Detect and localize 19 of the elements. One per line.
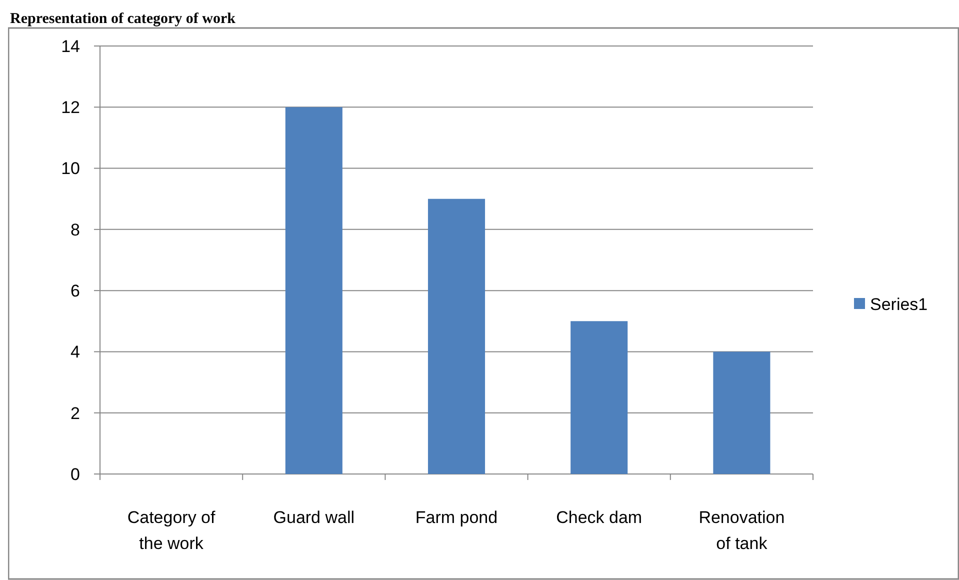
y-tick-label: 12 (61, 98, 80, 118)
x-tick-label: Farm pond (415, 508, 498, 527)
y-tick-label: 2 (70, 404, 80, 423)
x-tick-label: Check dam (556, 508, 642, 527)
legend-label: Series1 (870, 294, 928, 314)
bar (285, 107, 342, 474)
y-tick-label: 14 (61, 36, 80, 56)
x-tick-label: Renovation of tank (698, 508, 785, 553)
y-tick-label: 4 (70, 342, 80, 362)
bar (713, 352, 770, 474)
y-tick-label: 8 (70, 220, 80, 240)
y-tick-label: 0 (70, 464, 80, 484)
x-tick-label: Category of the work (127, 508, 216, 553)
bar (428, 198, 486, 474)
y-tick-label: 10 (61, 159, 80, 178)
bar (570, 321, 628, 474)
chart-title: Representation of category of work (10, 11, 236, 27)
x-tick-label: Guard wall (273, 508, 355, 527)
y-tick-label: 6 (70, 282, 80, 301)
